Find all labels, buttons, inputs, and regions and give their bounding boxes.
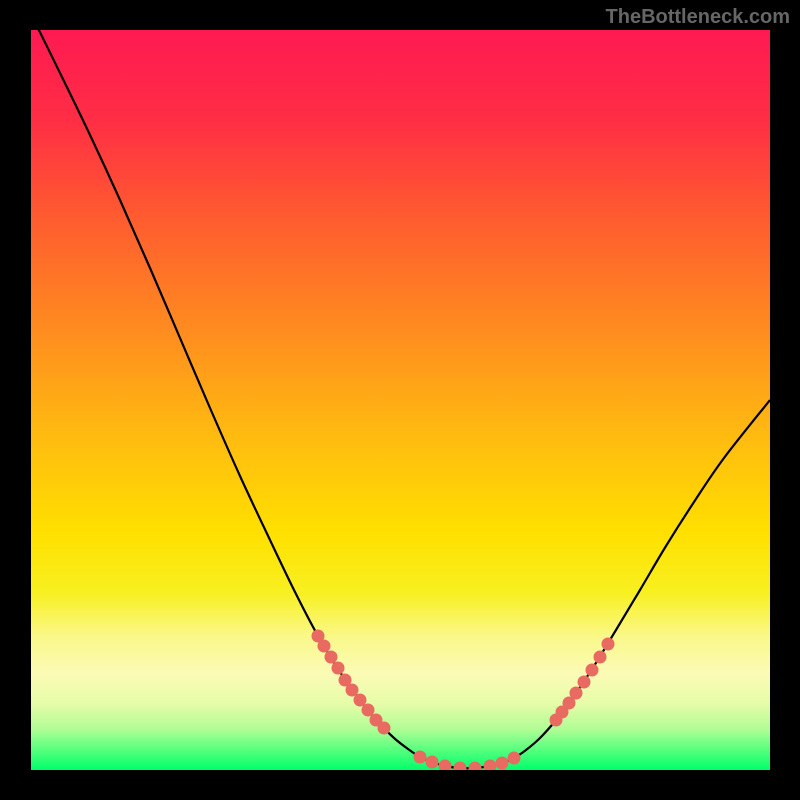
chart-svg: [0, 0, 800, 800]
data-marker: [318, 640, 331, 653]
chart-container: TheBottleneck.com: [0, 0, 800, 800]
data-marker: [439, 760, 452, 773]
data-marker: [426, 756, 439, 769]
data-marker: [325, 651, 338, 664]
data-marker: [332, 662, 345, 675]
data-marker: [496, 757, 509, 770]
data-marker: [414, 751, 427, 764]
data-marker: [594, 651, 607, 664]
gradient-background: [31, 30, 770, 770]
data-marker: [578, 676, 591, 689]
data-marker: [378, 722, 391, 735]
data-marker: [602, 638, 615, 651]
data-marker: [508, 752, 521, 765]
data-marker: [570, 687, 583, 700]
watermark-text: TheBottleneck.com: [606, 6, 790, 29]
data-marker: [469, 762, 482, 775]
data-marker: [586, 664, 599, 677]
data-marker: [454, 762, 467, 775]
data-marker: [484, 760, 497, 773]
